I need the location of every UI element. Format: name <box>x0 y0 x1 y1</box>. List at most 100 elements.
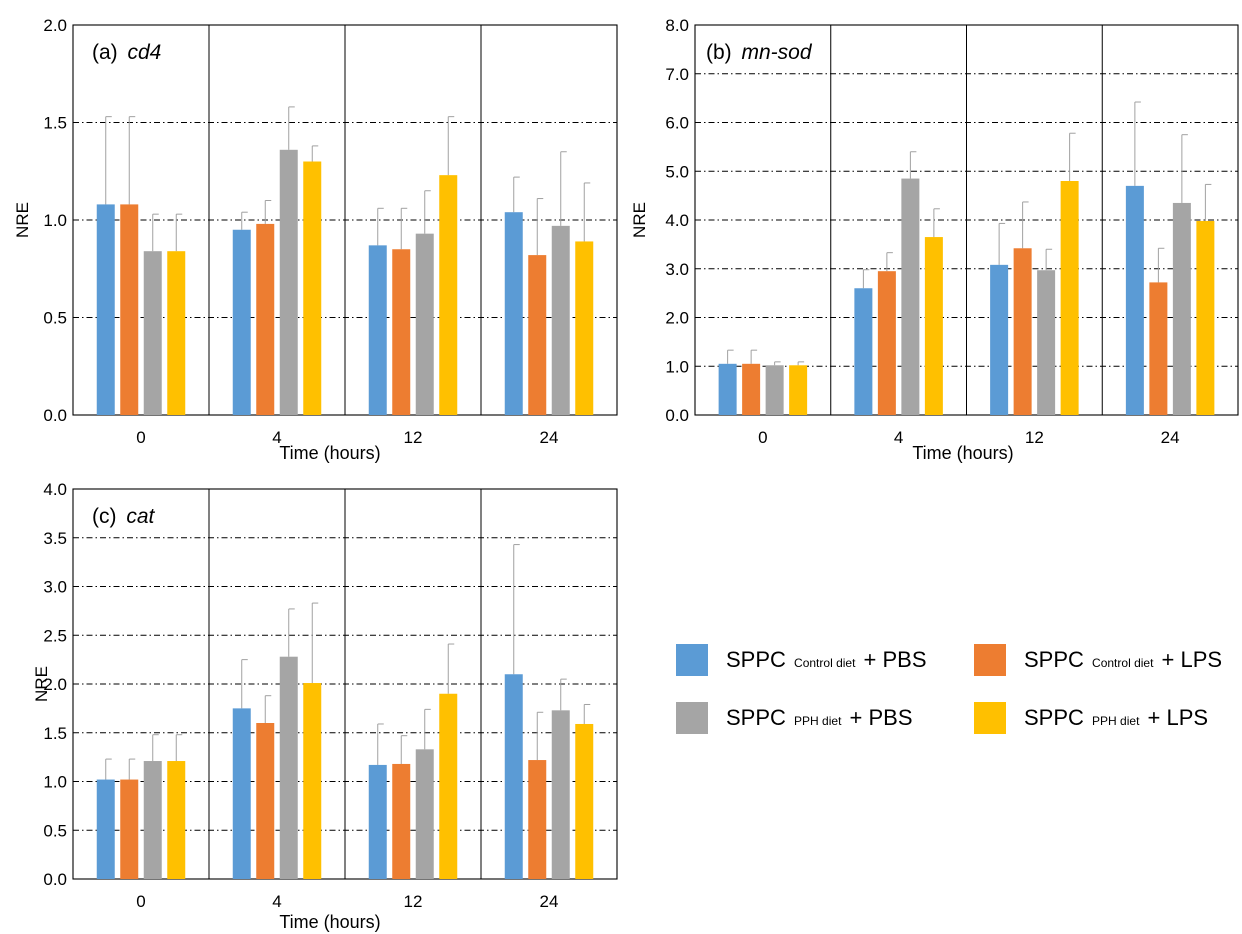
x-axis-label: Time (hours) <box>279 443 380 463</box>
y-tick-label: 2.0 <box>43 675 67 694</box>
y-tick-label: 5.0 <box>665 162 689 181</box>
y-tick-label: 0.0 <box>43 406 67 425</box>
x-tick-label: 12 <box>1025 428 1044 447</box>
legend: SPPC Control diet + PBS SPPC Control diet… <box>676 636 1236 746</box>
y-tick-label: 7.0 <box>665 65 689 84</box>
bar <box>439 693 458 879</box>
y-axis-label: NRE <box>32 666 51 702</box>
panel-letter: (c) <box>92 505 122 528</box>
bar <box>392 249 411 415</box>
x-tick-label: 12 <box>404 892 423 911</box>
legend-subscript: Control diet <box>1092 656 1154 670</box>
bar <box>854 288 873 415</box>
bar <box>256 723 275 879</box>
panel-label: (a) cd4 <box>92 41 161 64</box>
legend-prefix: SPPC <box>1024 647 1084 672</box>
y-tick-label: 3.0 <box>43 578 67 597</box>
y-tick-label: 1.0 <box>43 211 67 230</box>
y-axis-label: NRE <box>630 202 649 238</box>
legend-label: SPPC Control diet + PBS <box>726 647 927 673</box>
y-tick-label: 3.0 <box>665 260 689 279</box>
y-tick-label: 1.5 <box>43 724 67 743</box>
bar <box>1196 220 1215 415</box>
bar <box>789 365 808 415</box>
x-tick-label: 4 <box>272 892 281 911</box>
x-tick-label: 24 <box>540 428 559 447</box>
bar <box>303 161 322 415</box>
legend-suffix: + LPS <box>1147 705 1209 730</box>
legend-item: SPPC PPH diet + PBS <box>676 702 913 734</box>
bar <box>439 175 458 415</box>
bar <box>901 178 920 415</box>
bar <box>96 779 115 879</box>
bar <box>368 245 387 415</box>
plot-frame <box>72 24 618 416</box>
x-tick-label: 4 <box>272 428 281 447</box>
bar <box>143 761 162 879</box>
bar <box>551 225 570 415</box>
bar <box>415 233 434 415</box>
y-tick-label: 4.0 <box>43 480 67 499</box>
bar <box>120 779 139 879</box>
legend-label: SPPC PPH diet + PBS <box>726 705 913 731</box>
y-axis-label: NRE <box>13 202 32 238</box>
bar <box>415 749 434 879</box>
panel-label: (c) cat <box>92 505 156 528</box>
legend-subscript: PPH diet <box>794 714 842 728</box>
legend-swatch <box>676 702 708 734</box>
legend-item: SPPC Control diet + PBS <box>676 644 927 676</box>
x-tick-label: 0 <box>136 892 145 911</box>
y-tick-label: 1.5 <box>43 114 67 133</box>
y-tick-label: 1.0 <box>665 357 689 376</box>
legend-prefix: SPPC <box>1024 705 1084 730</box>
bar <box>551 710 570 879</box>
legend-swatch <box>974 702 1006 734</box>
bar <box>256 223 275 415</box>
bar <box>990 264 1009 415</box>
x-tick-label: 4 <box>894 428 903 447</box>
legend-suffix: + PBS <box>863 647 927 672</box>
y-tick-label: 0.0 <box>665 406 689 425</box>
legend-item: SPPC Control diet + LPS <box>974 644 1222 676</box>
legend-suffix: + LPS <box>1161 647 1223 672</box>
y-tick-label: 0.5 <box>43 309 67 328</box>
bar <box>504 674 523 879</box>
bar <box>303 683 322 879</box>
bar <box>143 251 162 415</box>
panel-label: (b) mn-sod <box>706 41 813 64</box>
gene-name: cat <box>126 505 155 528</box>
bar <box>96 204 115 415</box>
bar <box>528 255 547 415</box>
gene-name: mn-sod <box>742 41 813 64</box>
bar <box>877 271 896 415</box>
bar <box>1125 185 1144 415</box>
panel-letter: (b) <box>706 41 738 64</box>
panel-letter: (a) <box>92 41 124 64</box>
bar <box>528 760 547 879</box>
legend-prefix: SPPC <box>726 647 786 672</box>
bar <box>1172 202 1191 415</box>
y-tick-label: 4.0 <box>665 211 689 230</box>
legend-label: SPPC Control diet + LPS <box>1024 647 1222 673</box>
legend-subscript: PPH diet <box>1092 714 1140 728</box>
bar <box>1013 248 1032 415</box>
legend-label: SPPC PPH diet + LPS <box>1024 705 1208 731</box>
y-tick-label: 0.0 <box>43 870 67 889</box>
panel-cat: 0.0 0.5 1.0 1.5 2.0 2.5 3.0 3.5 4.0 0 4 12 24 Time (h… <box>32 480 618 932</box>
y-tick-label: 0.5 <box>43 821 67 840</box>
plot-frame <box>72 488 618 880</box>
legend-subscript: Control diet <box>794 656 856 670</box>
legend-suffix: + PBS <box>849 705 913 730</box>
bar <box>1060 181 1079 415</box>
bar <box>1037 270 1056 415</box>
bar <box>167 761 186 879</box>
y-tick-label: 8.0 <box>665 16 689 35</box>
bar <box>167 251 186 415</box>
bar <box>392 763 411 879</box>
bar <box>504 212 523 415</box>
bar <box>120 204 139 415</box>
y-tick-label: 2.0 <box>43 16 67 35</box>
plot-frame <box>694 24 1239 416</box>
legend-item: SPPC PPH diet + LPS <box>974 702 1208 734</box>
